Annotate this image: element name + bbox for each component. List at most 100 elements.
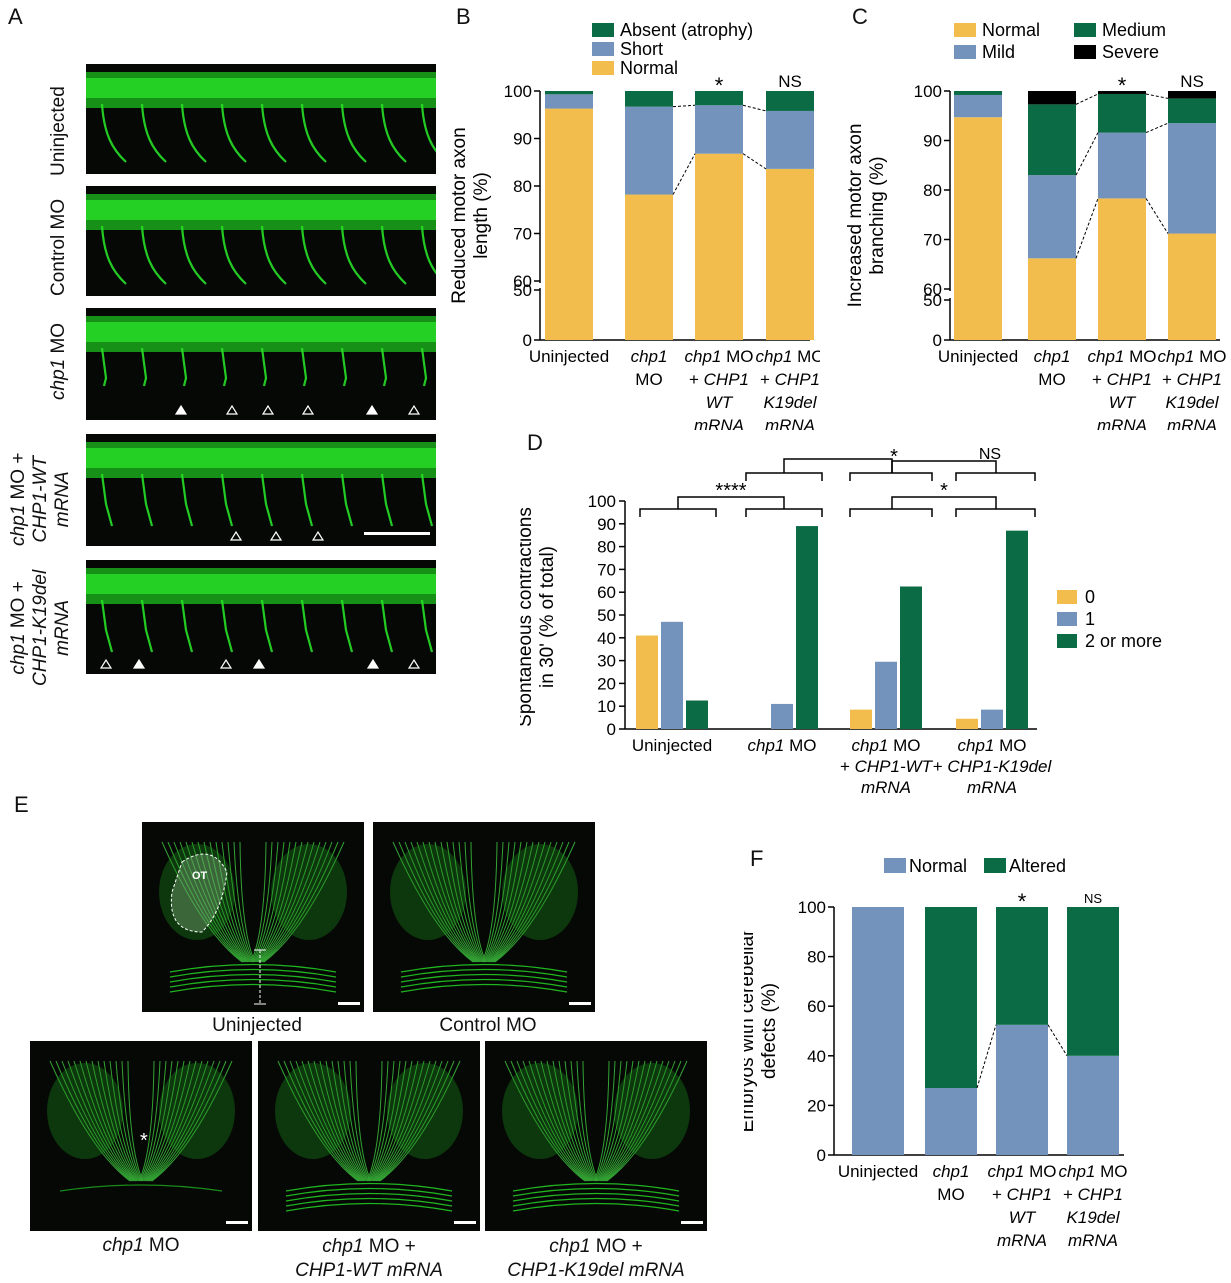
significance-bracket (955, 472, 1036, 481)
micrograph-chp1-k19del (86, 560, 436, 674)
y-tick-label: 60 (513, 272, 532, 291)
significance-bracket (849, 508, 933, 517)
tectum-right (271, 844, 347, 940)
bar-segment-medium (1098, 93, 1146, 133)
bar-segment-absent-atrophy- (545, 91, 593, 95)
tract-right (369, 1060, 401, 1182)
tract-left (404, 841, 476, 963)
dashed-connector (1145, 198, 1169, 234)
legend-swatch (592, 42, 614, 56)
category-label: chp1 MO + CHP1 K19del mRNA (756, 347, 820, 430)
bar-2-or-more (1006, 530, 1028, 729)
brain-image-uninjected (142, 822, 364, 1012)
bar-segment-normal (1098, 198, 1146, 340)
dashed-connector (1047, 1024, 1068, 1057)
tract-right (486, 841, 528, 963)
significance-label: NS (778, 72, 802, 91)
cerebellar-commissure (285, 1202, 453, 1212)
tract-right (260, 841, 327, 963)
ot-outline (170, 853, 228, 933)
scale-bar (338, 1002, 360, 1005)
bar-segment-normal (695, 153, 743, 340)
motor-axon (140, 225, 167, 285)
micrograph-uninjected (86, 64, 436, 174)
tract-right (377, 1060, 449, 1182)
tract-right (138, 1060, 155, 1182)
motor-axon (220, 599, 234, 653)
legend-label: Medium (1102, 20, 1166, 40)
cerebellar-commissure (169, 978, 337, 988)
panel-letter-c: C (852, 4, 868, 29)
tract-left (203, 841, 250, 963)
tract-left (470, 841, 487, 963)
tract-left (179, 841, 246, 963)
tract-right (149, 1060, 221, 1182)
significance-label: NS (979, 446, 1001, 463)
bar-1 (661, 621, 683, 729)
row-label-chp1-wt: chp1 MO + CHP1-WT mRNA (8, 452, 73, 546)
cerebellar-commissure (169, 968, 337, 978)
y-tick-label: 80 (597, 538, 616, 557)
cerebellar-commissure (400, 973, 568, 983)
tract-left (440, 841, 482, 963)
tract-right (253, 841, 285, 963)
dashed-connector (1145, 122, 1169, 134)
tract-right (604, 1060, 676, 1182)
legend-label: Normal (909, 856, 967, 876)
category-label: chp1 MO + CHP1 WT mRNA (1088, 347, 1157, 430)
tract-right (376, 1060, 443, 1182)
tract-right (144, 1060, 191, 1182)
tectum-left (47, 1063, 123, 1159)
y-tick-label: 80 (923, 181, 942, 200)
tract-right (254, 841, 291, 963)
tectum-left (502, 1063, 578, 1159)
tract-right (375, 1060, 437, 1182)
caption-chp1-wt: chp1 MO + CHP1-WT mRNA (295, 1236, 443, 1281)
open-arrowhead-icon (301, 404, 315, 415)
tract-right (483, 841, 510, 963)
caption-control-mo: Control MO (439, 1015, 537, 1036)
tract-left (343, 1060, 370, 1182)
tract-left (79, 1060, 136, 1182)
motor-axon (340, 347, 348, 387)
bar-segment-altered (1067, 907, 1119, 1056)
dashed-connector (742, 153, 767, 170)
cerebellar-commissure (285, 1182, 453, 1192)
tract-left (221, 841, 253, 963)
motor-axon (140, 103, 167, 163)
tract-left (552, 1060, 594, 1182)
tract-left (197, 841, 249, 963)
tract-right (148, 1060, 215, 1182)
dashed-connector (672, 153, 696, 195)
tract-right (255, 841, 297, 963)
y-tick-label: 0 (607, 720, 616, 739)
tract-right (262, 841, 339, 963)
category-label: chp1 MO + CHP1 K19del mRNA (1158, 347, 1227, 430)
tract-right (600, 1060, 652, 1182)
tract-right (484, 841, 516, 963)
legend-label: Normal (620, 58, 678, 78)
tract-left (582, 1060, 599, 1182)
bar-segment-mild (1168, 123, 1216, 234)
significance-label: * (890, 446, 898, 468)
tract-left (392, 841, 474, 963)
row-label-uninjected: Uninjected (48, 86, 69, 176)
y-tick-label: 100 (504, 82, 532, 101)
tract-left (103, 1060, 140, 1182)
tract-right (374, 1060, 431, 1182)
motor-axon (260, 103, 287, 163)
row-label-control-mo: Control MO (48, 198, 69, 296)
bar-segment-normal (1168, 233, 1216, 340)
motor-axon (380, 347, 388, 387)
bar-0 (850, 709, 872, 729)
y-tick-label: 90 (513, 130, 532, 149)
tract-right (493, 841, 570, 963)
tract-left (337, 1060, 369, 1182)
tract-left (458, 841, 485, 963)
category-label: chp1 MO (933, 1162, 970, 1204)
tract-left (516, 1060, 588, 1182)
tract-right (258, 841, 315, 963)
cerebellar-commissure (512, 1192, 680, 1202)
y-tick-label: 60 (597, 583, 616, 602)
